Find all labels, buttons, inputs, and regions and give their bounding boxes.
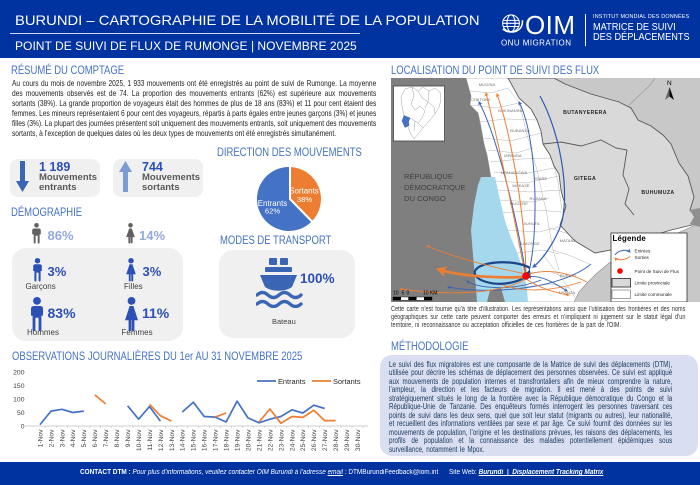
svg-text:28-Nov: 28-Nov <box>333 429 340 451</box>
svg-text:25-Nov: 25-Nov <box>300 429 307 451</box>
svg-text:Sorties: Sorties <box>635 255 650 260</box>
svg-text:100: 100 <box>13 397 25 404</box>
svg-text:MUGERE: MUGERE <box>510 201 528 206</box>
svg-text:NTAHANGWA: NTAHANGWA <box>501 170 528 175</box>
svg-text:12-Nov: 12-Nov <box>158 429 165 451</box>
svg-text:N: N <box>667 80 672 87</box>
svg-text:14-Nov: 14-Nov <box>180 429 187 451</box>
svg-text:2-Nov: 2-Nov <box>48 429 55 447</box>
svg-text:0: 0 <box>407 291 410 297</box>
svg-text:OIM: OIM <box>525 12 575 40</box>
svg-text:RÉPUBLIQUE: RÉPUBLIQUE <box>404 172 453 181</box>
svg-text:DÉMOCRATIQUE: DÉMOCRATIQUE <box>404 183 465 192</box>
svg-text:10: 10 <box>393 291 399 297</box>
svg-text:0: 0 <box>21 424 25 431</box>
svg-text:BUHUMUZA: BUHUMUZA <box>641 190 674 196</box>
svg-text:ONU MIGRATION: ONU MIGRATION <box>501 39 571 48</box>
svg-text:7-Nov: 7-Nov <box>103 429 110 447</box>
svg-text:6-Nov: 6-Nov <box>92 429 99 447</box>
svg-text:10 KM: 10 KM <box>423 291 437 297</box>
svg-text:DU CONGO: DU CONGO <box>404 194 446 203</box>
svg-text:11-Nov: 11-Nov <box>147 429 154 451</box>
svg-text:BURURI: BURURI <box>560 273 576 278</box>
svg-text:MATANA: MATANA <box>560 238 577 243</box>
svg-text:Entrées: Entrées <box>635 249 652 254</box>
svg-text:26-Nov: 26-Nov <box>311 429 318 451</box>
svg-text:50: 50 <box>17 410 25 417</box>
svg-text:RUMONGE: RUMONGE <box>518 241 540 246</box>
svg-text:4-Nov: 4-Nov <box>70 429 77 447</box>
svg-text:Sortants: Sortants <box>289 186 319 195</box>
svg-text:NYANZA: NYANZA <box>559 290 576 295</box>
svg-text:38%: 38% <box>296 195 311 204</box>
svg-text:30-Nov: 30-Nov <box>355 429 362 451</box>
svg-text:MUKAZE: MUKAZE <box>512 183 529 188</box>
svg-text:19-Nov: 19-Nov <box>235 429 242 451</box>
svg-text:3-Nov: 3-Nov <box>59 429 66 447</box>
svg-text:10-Nov: 10-Nov <box>136 429 143 451</box>
svg-text:GITEGA: GITEGA <box>574 176 596 182</box>
svg-text:5-Nov: 5-Nov <box>81 429 88 447</box>
svg-text:BUTANYERERA: BUTANYERERA <box>563 110 607 116</box>
svg-text:21-Nov: 21-Nov <box>256 429 263 451</box>
svg-text:Point de Suivi de Flux: Point de Suivi de Flux <box>635 269 680 274</box>
svg-text:RUSAKA: RUSAKA <box>529 196 546 201</box>
svg-text:150: 150 <box>13 383 25 390</box>
svg-text:62%: 62% <box>264 206 279 215</box>
svg-text:Limite provinciale: Limite provinciale <box>635 281 671 286</box>
svg-text:22-Nov: 22-Nov <box>267 429 274 451</box>
svg-text:24-Nov: 24-Nov <box>289 429 296 451</box>
svg-text:200: 200 <box>13 370 25 377</box>
svg-text:13-Nov: 13-Nov <box>169 429 176 451</box>
svg-text:23-Nov: 23-Nov <box>278 429 285 451</box>
svg-text:Limite communale: Limite communale <box>635 292 673 297</box>
svg-text:Légende: Légende <box>613 234 647 243</box>
svg-text:9-Nov: 9-Nov <box>125 429 132 447</box>
svg-text:BUBANZA: BUBANZA <box>510 128 530 133</box>
svg-text:MUGINA: MUGINA <box>479 82 496 87</box>
svg-text:Sortants: Sortants <box>333 377 361 386</box>
svg-text:Entrants: Entrants <box>257 198 287 207</box>
svg-text:8-Nov: 8-Nov <box>114 429 121 447</box>
svg-text:29-Nov: 29-Nov <box>344 429 351 451</box>
svg-text:Entrants: Entrants <box>278 377 306 386</box>
svg-text:16-Nov: 16-Nov <box>202 429 209 451</box>
svg-text:5: 5 <box>402 291 405 297</box>
svg-text:27-Nov: 27-Nov <box>322 429 329 451</box>
svg-text:CIBITOKE: CIBITOKE <box>471 97 491 102</box>
svg-text:MUHUTA: MUHUTA <box>522 221 540 226</box>
svg-text:1-Nov: 1-Nov <box>37 429 44 447</box>
svg-text:BUKINANINA: BUKINANINA <box>498 108 524 113</box>
svg-text:ISARE: ISARE <box>535 176 548 181</box>
svg-text:15-Nov: 15-Nov <box>191 429 198 451</box>
svg-text:18-Nov: 18-Nov <box>224 429 231 451</box>
svg-text:20-Nov: 20-Nov <box>245 429 252 451</box>
svg-text:17-Nov: 17-Nov <box>213 429 220 451</box>
